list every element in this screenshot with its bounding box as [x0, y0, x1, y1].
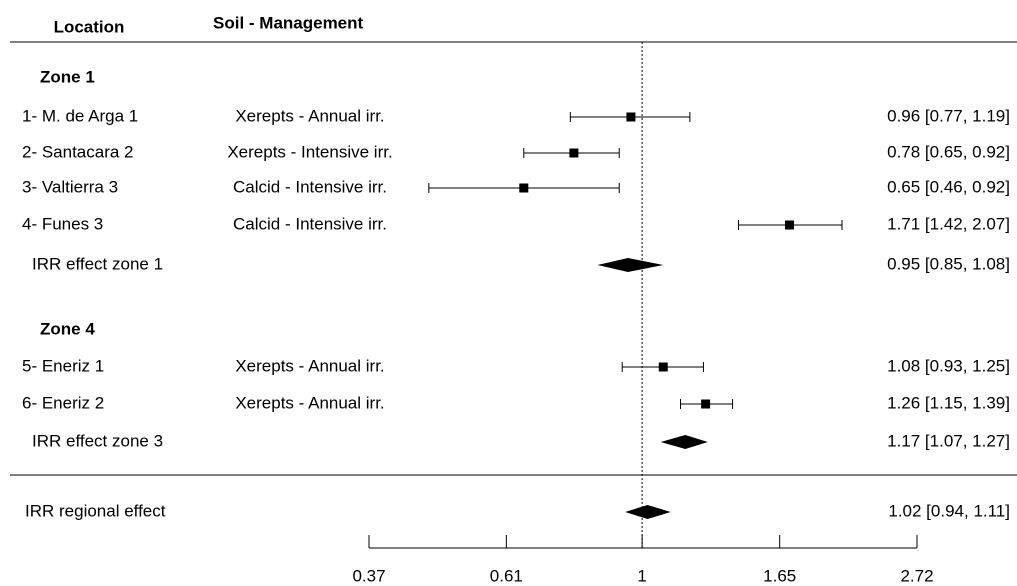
estimate-label: 1.17 [1.07, 1.27]: [887, 431, 1010, 450]
location: 5- Eneriz 1: [22, 356, 104, 375]
point-estimate: [701, 399, 711, 409]
summary-label: IRR regional effect: [25, 501, 166, 520]
estimate-label: 0.96 [0.77, 1.19]: [887, 106, 1010, 125]
x-tick-label: 1.65: [763, 566, 796, 585]
summary-diamond: [625, 505, 671, 519]
summary-label: IRR effect zone 3: [32, 431, 163, 450]
soil: Calcid - Intensive irr.: [233, 214, 387, 233]
location: 6- Eneriz 2: [22, 393, 104, 412]
estimate-label: 1.26 [1.15, 1.39]: [887, 393, 1010, 412]
summary-diamond: [597, 258, 664, 272]
zone-label: Zone 1: [40, 67, 95, 86]
estimate-label: 1.08 [0.93, 1.25]: [887, 356, 1010, 375]
header: Location: [54, 17, 125, 36]
zone-label: Zone 4: [40, 319, 95, 338]
estimate-label: 1.02 [0.94, 1.11]: [888, 501, 1010, 520]
soil: Calcid - Intensive irr.: [233, 177, 387, 196]
point-estimate: [626, 112, 636, 122]
point-estimate: [519, 183, 529, 193]
location: 4- Funes 3: [22, 214, 103, 233]
estimate-label: 1.71 [1.42, 2.07]: [887, 214, 1010, 233]
x-tick-label: 0.37: [352, 566, 385, 585]
location: 3- Valtierra 3: [22, 177, 118, 196]
soil: Xerepts - Intensive irr.: [227, 142, 392, 161]
location: 2- Santacara 2: [22, 142, 134, 161]
soil: Xerepts - Annual irr.: [235, 393, 384, 412]
summary-label: IRR effect zone 1: [32, 254, 163, 273]
summary-diamond: [660, 435, 708, 449]
estimate-label: 0.78 [0.65, 0.92]: [887, 142, 1010, 161]
x-tick-label: 1: [637, 566, 646, 585]
estimate-label: 0.65 [0.46, 0.92]: [887, 177, 1010, 196]
estimate-label: 0.95 [0.85, 1.08]: [887, 254, 1010, 273]
soil: Xerepts - Annual irr.: [235, 106, 384, 125]
location: 1- M. de Arga 1: [22, 106, 138, 125]
x-tick-label: 2.72: [900, 566, 933, 585]
x-tick-label: 0.61: [490, 566, 523, 585]
soil: Xerepts - Annual irr.: [235, 356, 384, 375]
point-estimate: [658, 362, 668, 372]
header: Soil - Management: [213, 13, 364, 32]
point-estimate: [569, 148, 579, 158]
point-estimate: [784, 220, 794, 230]
